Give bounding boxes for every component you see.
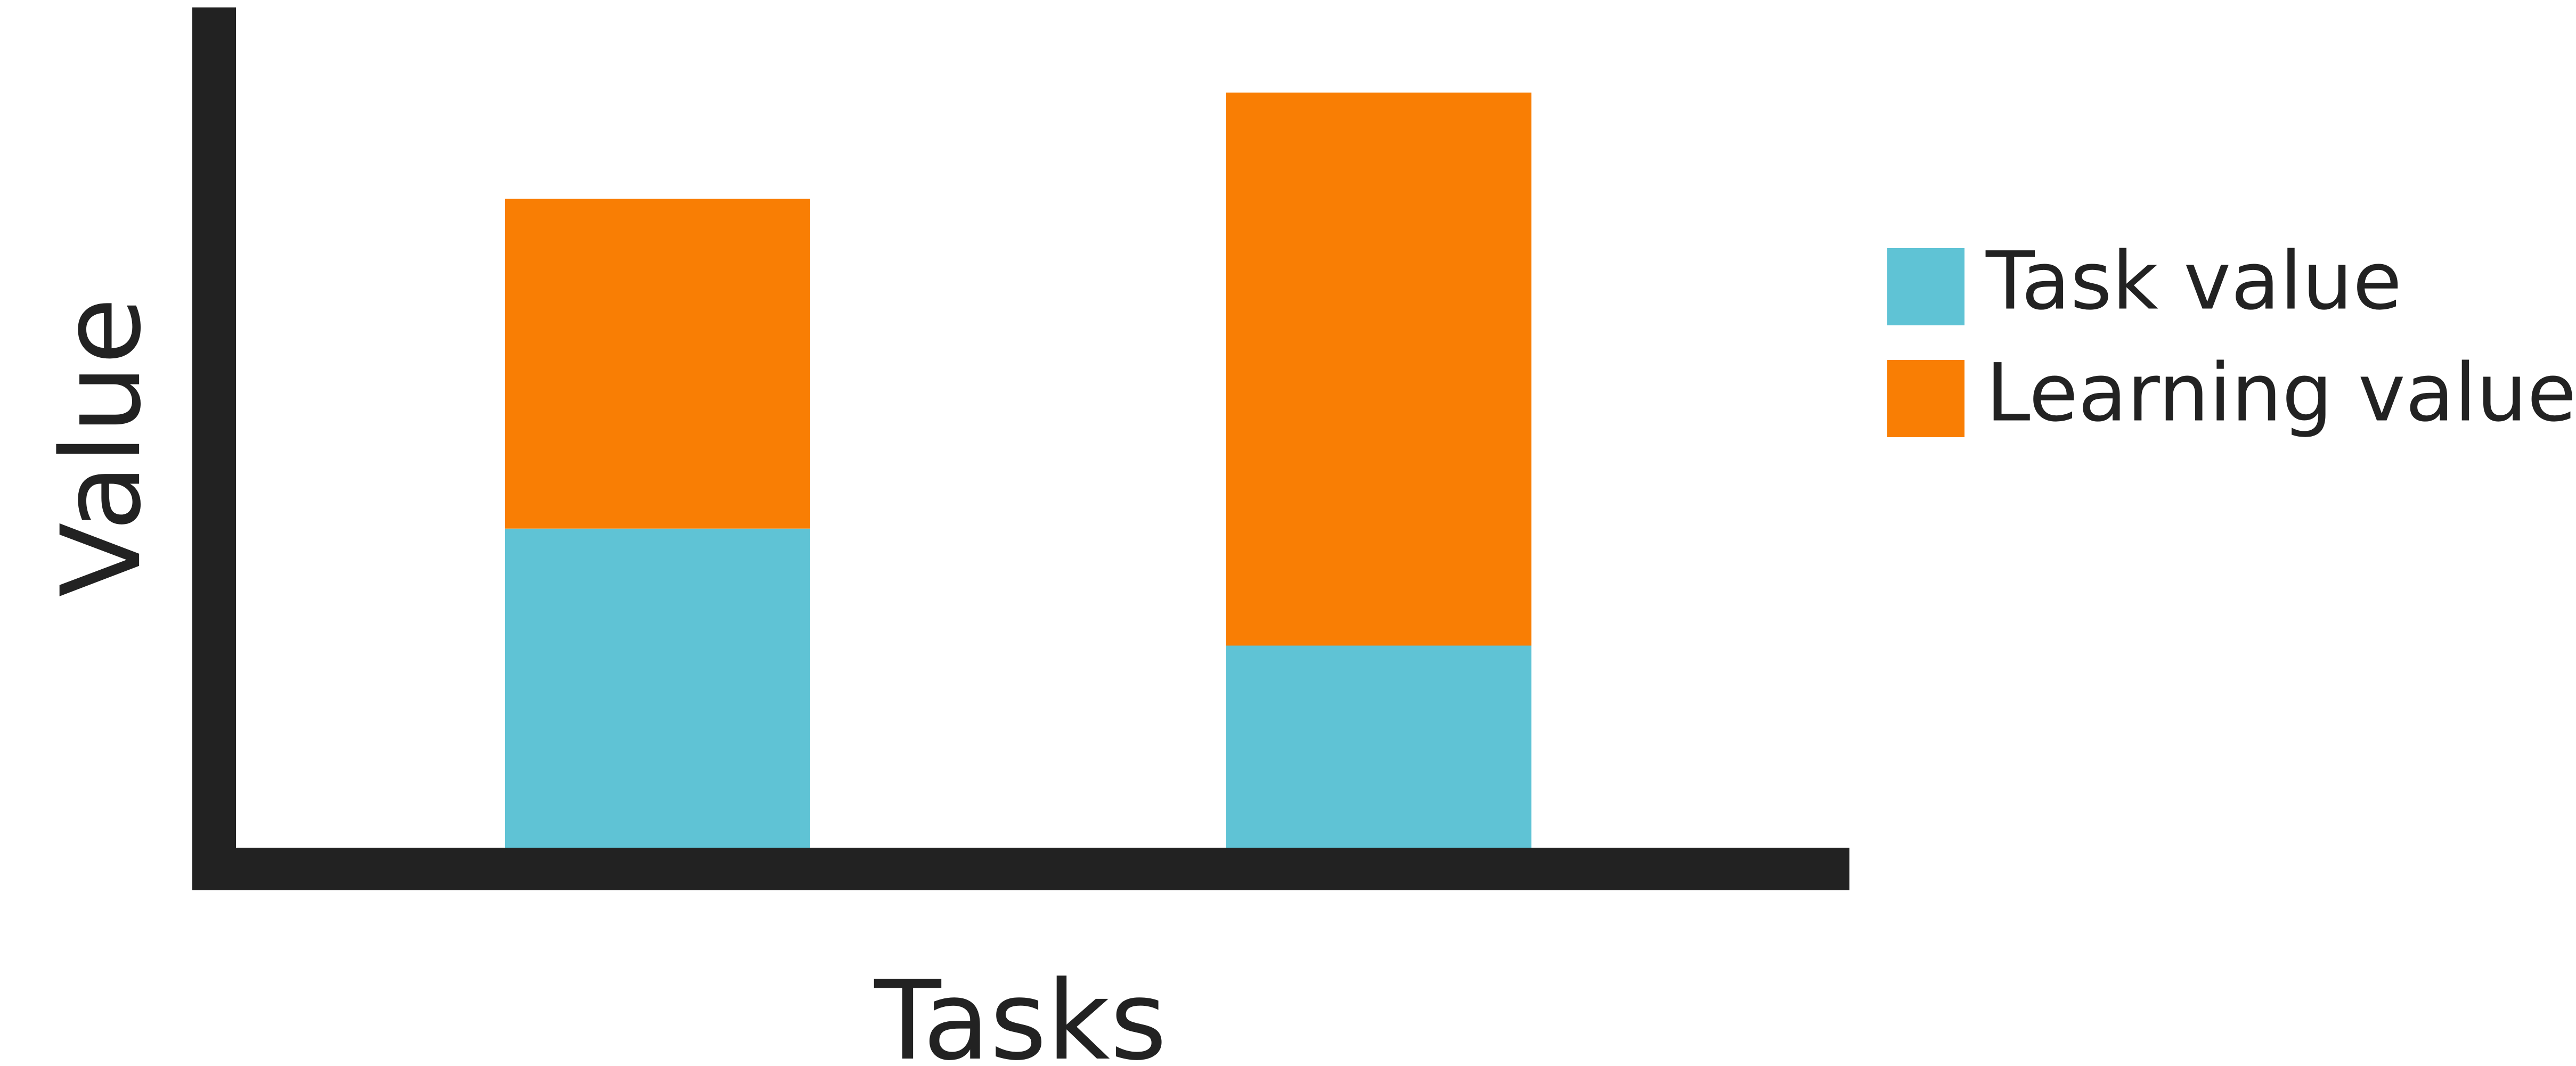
legend-label-learning-value: Learning value [1986, 347, 2576, 440]
legend: Task value Learning value [1887, 235, 2576, 440]
x-axis-label: Tasks [874, 958, 1167, 1063]
legend-swatch-learning-value [1887, 360, 1964, 437]
x-axis-line [192, 848, 1849, 890]
bar-1-learning-value [505, 199, 810, 529]
bars-group [505, 92, 1531, 848]
y-axis-line [192, 7, 236, 890]
legend-swatch-task-value [1887, 248, 1964, 325]
bar-2-learning-value [1226, 92, 1531, 646]
y-axis-label: Value [38, 298, 165, 597]
bar-2-task-value [1226, 645, 1531, 848]
legend-label-task-value: Task value [1985, 235, 2402, 328]
bar-1-task-value [505, 528, 810, 848]
